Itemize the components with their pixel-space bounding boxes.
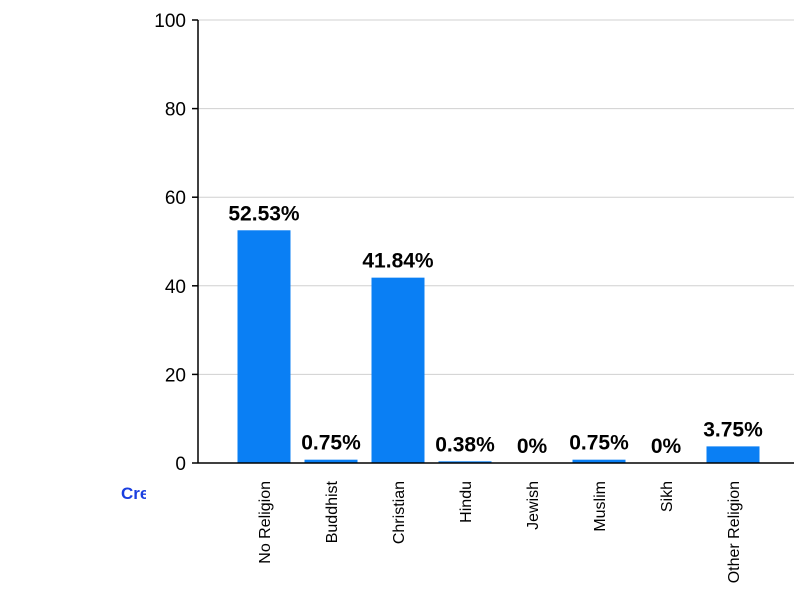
- y-tick-label-40: 40: [165, 277, 186, 298]
- category-label-5: Muslim: [592, 481, 609, 532]
- data-label-1: 0.75%: [301, 432, 361, 455]
- bar-1: [304, 459, 358, 463]
- data-label-0: 52.53%: [228, 202, 300, 225]
- y-tick-label-100: 100: [154, 11, 186, 32]
- data-label-3: 0.38%: [435, 433, 495, 456]
- bar-5: [572, 459, 626, 463]
- bar-3: [438, 461, 492, 463]
- data-label-4: 0%: [517, 435, 548, 458]
- data-label-5: 0.75%: [569, 432, 629, 455]
- bar-2: [371, 277, 425, 463]
- category-label-1: Buddhist: [324, 480, 341, 543]
- bar-0: [237, 230, 291, 463]
- category-label-7: Other Religion: [726, 481, 743, 583]
- y-tick-label-0: 0: [175, 454, 186, 475]
- create-new-link[interactable]: Create new: [0, 484, 146, 504]
- bar-7: [706, 446, 760, 463]
- y-tick-label-60: 60: [165, 188, 186, 209]
- create-new-label: Create new: [121, 484, 146, 503]
- data-label-7: 3.75%: [703, 418, 763, 441]
- y-tick-label-80: 80: [165, 100, 186, 121]
- data-label-6: 0%: [651, 435, 682, 458]
- category-label-4: Jewish: [525, 481, 542, 530]
- y-tick-label-20: 20: [165, 365, 186, 386]
- category-label-2: Christian: [391, 481, 408, 544]
- data-label-2: 41.84%: [362, 250, 434, 273]
- category-label-0: No Religion: [257, 481, 274, 564]
- category-label-6: Sikh: [659, 481, 676, 512]
- category-label-3: Hindu: [458, 481, 475, 523]
